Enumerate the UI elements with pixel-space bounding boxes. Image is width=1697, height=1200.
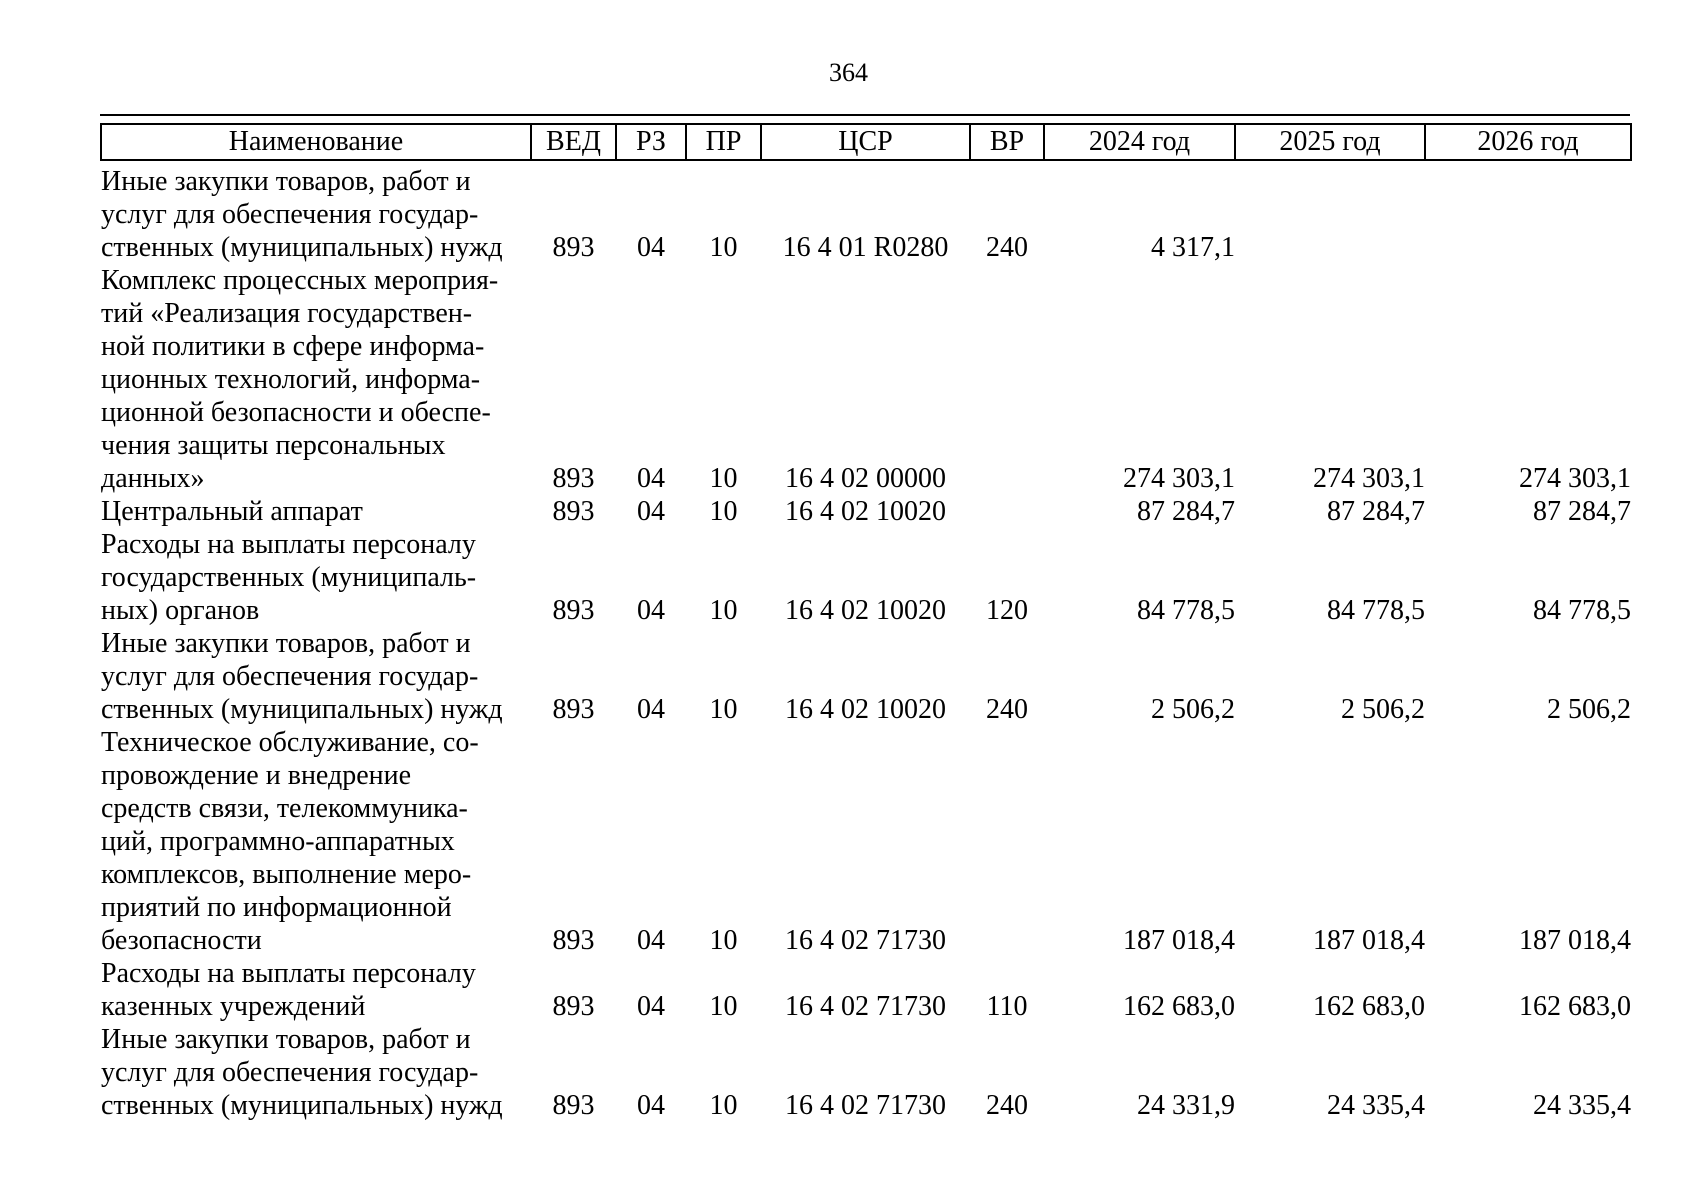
cell-rz: 04: [637, 595, 665, 626]
cell-2026: [1425, 160, 1631, 264]
cell-2025: 187 018,4: [1313, 925, 1425, 956]
budget-table: Наименование ВЕД РЗ ПР ЦСР ВР 2024 год 2…: [100, 123, 1632, 1122]
cell-csr: 16 4 02 10020: [785, 496, 946, 527]
table-row: Расходы на выплаты персоналу казенных уч…: [101, 957, 1631, 1023]
table-top-rule: [100, 114, 1630, 116]
header-2026: 2026 год: [1424, 123, 1632, 161]
cell-2026: 84 778,5: [1533, 595, 1631, 626]
cell-2026: 24 335,4: [1533, 1090, 1631, 1121]
cell-ved: 893: [552, 1090, 595, 1121]
cell-csr: 16 4 02 10020: [785, 694, 946, 725]
header-rz: РЗ: [615, 123, 687, 161]
cell-csr: 16 4 02 10020: [785, 595, 946, 626]
cell-pr: 10: [709, 1090, 738, 1121]
cell-name: Центральный аппарат: [101, 496, 363, 527]
header-vr: ВР: [969, 123, 1045, 161]
cell-csr: 16 4 02 71730: [785, 925, 946, 956]
cell-2025: [1235, 160, 1425, 264]
cell-2025: 274 303,1: [1313, 463, 1425, 494]
table-row: Иные закупки товаров, работ и услуг для …: [101, 1023, 1631, 1122]
cell-2024: 84 778,5: [1137, 595, 1235, 626]
cell-2024: 24 331,9: [1137, 1090, 1235, 1121]
header-2025: 2025 год: [1234, 123, 1426, 161]
header-2024: 2024 год: [1043, 123, 1236, 161]
cell-rz: 04: [637, 463, 665, 494]
header-name: Наименование: [100, 123, 532, 161]
cell-name: Расходы на выплаты персоналу государстве…: [101, 529, 477, 626]
page-number: 364: [829, 58, 868, 87]
table-row: Иные закупки товаров, работ и услуг для …: [101, 160, 1631, 264]
cell-pr: 10: [709, 595, 738, 626]
cell-pr: 10: [709, 232, 738, 263]
cell-rz: 04: [637, 1090, 665, 1121]
header-ved: ВЕД: [530, 123, 617, 161]
cell-csr: 16 4 01 R0280: [782, 232, 949, 263]
header-csr: ЦСР: [760, 123, 971, 161]
cell-name: Техническое обслуживание, со- провождени…: [101, 727, 479, 956]
cell-ved: 893: [552, 694, 595, 725]
table-row: Техническое обслуживание, со- провождени…: [101, 726, 1631, 957]
cell-name: Иные закупки товаров, работ и услуг для …: [101, 166, 503, 263]
cell-rz: 04: [637, 991, 665, 1022]
cell-rz: 04: [637, 694, 665, 725]
cell-rz: 04: [637, 232, 665, 263]
table-row: Комплекс процессных мероприя- тий «Реали…: [101, 264, 1631, 495]
cell-vr: 120: [986, 595, 1028, 626]
cell-2024: 162 683,0: [1123, 991, 1235, 1022]
cell-pr: 10: [709, 925, 738, 956]
cell-name: Комплекс процессных мероприя- тий «Реали…: [101, 265, 499, 494]
cell-pr: 10: [709, 991, 738, 1022]
cell-name: Иные закупки товаров, работ и услуг для …: [101, 1024, 503, 1121]
table-row: Расходы на выплаты персоналу государстве…: [101, 528, 1631, 627]
cell-ved: 893: [552, 595, 595, 626]
cell-csr: 16 4 02 71730: [785, 1090, 946, 1121]
cell-vr: [970, 264, 1044, 495]
cell-ved: 893: [552, 463, 595, 494]
cell-2026: 187 018,4: [1519, 925, 1631, 956]
cell-2024: 274 303,1: [1123, 463, 1235, 494]
cell-2025: 162 683,0: [1313, 991, 1425, 1022]
cell-ved: 893: [552, 991, 595, 1022]
cell-2024: 87 284,7: [1137, 496, 1235, 527]
cell-vr: 240: [986, 1090, 1028, 1121]
cell-vr: 240: [986, 694, 1028, 725]
cell-vr: 240: [986, 232, 1028, 263]
cell-vr: [970, 726, 1044, 957]
cell-vr: [970, 495, 1044, 528]
cell-2026: 274 303,1: [1519, 463, 1631, 494]
table-row: Иные закупки товаров, работ и услуг для …: [101, 627, 1631, 726]
cell-name: Расходы на выплаты персоналу казенных уч…: [101, 958, 476, 1022]
cell-ved: 893: [552, 232, 595, 263]
cell-2026: 2 506,2: [1547, 694, 1631, 725]
cell-csr: 16 4 02 00000: [785, 463, 946, 494]
cell-vr: 110: [986, 991, 1028, 1022]
cell-ved: 893: [552, 925, 595, 956]
cell-2025: 84 778,5: [1327, 595, 1425, 626]
cell-2024: 4 317,1: [1151, 232, 1235, 263]
table-row: Центральный аппарат 893 04 10 16 4 02 10…: [101, 495, 1631, 528]
cell-pr: 10: [709, 463, 738, 494]
cell-name: Иные закупки товаров, работ и услуг для …: [101, 628, 503, 725]
cell-2025: 24 335,4: [1327, 1090, 1425, 1121]
cell-rz: 04: [637, 925, 665, 956]
cell-pr: 10: [709, 496, 738, 527]
cell-ved: 893: [552, 496, 595, 527]
cell-2025: 87 284,7: [1327, 496, 1425, 527]
cell-2025: 2 506,2: [1341, 694, 1425, 725]
header-row: Наименование ВЕД РЗ ПР ЦСР ВР 2024 год 2…: [100, 123, 1632, 161]
cell-rz: 04: [637, 496, 665, 527]
cell-2026: 162 683,0: [1519, 991, 1631, 1022]
cell-pr: 10: [709, 694, 738, 725]
budget-table-container: Наименование ВЕД РЗ ПР ЦСР ВР 2024 год 2…: [100, 114, 1632, 1122]
header-pr: ПР: [685, 123, 762, 161]
cell-2024: 2 506,2: [1151, 694, 1235, 725]
cell-2024: 187 018,4: [1123, 925, 1235, 956]
cell-csr: 16 4 02 71730: [785, 991, 946, 1022]
cell-2026: 87 284,7: [1533, 496, 1631, 527]
